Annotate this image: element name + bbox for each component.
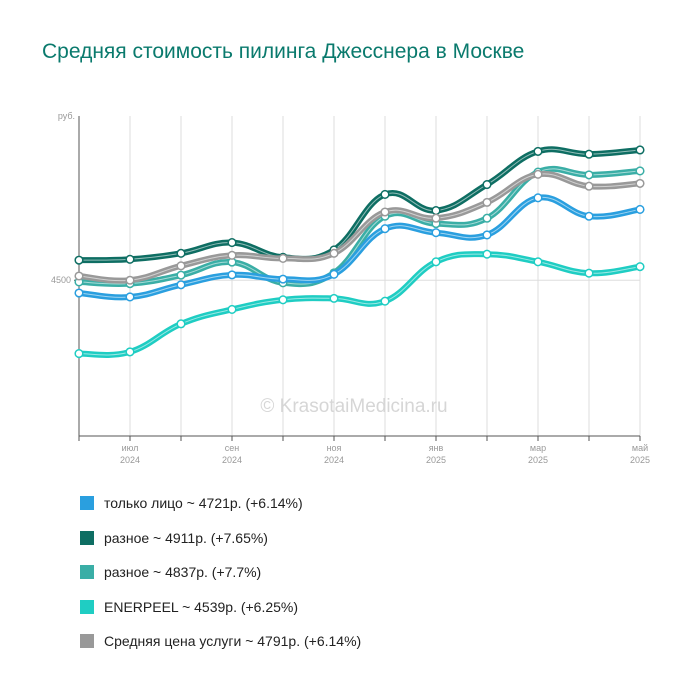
legend-label: разное ~ 4911р. (+7.65%) bbox=[104, 529, 268, 546]
data-point bbox=[176, 280, 186, 290]
x-tick-label-month: ноя bbox=[327, 443, 342, 453]
data-point bbox=[482, 197, 492, 207]
x-tick-label-year: 2024 bbox=[120, 455, 140, 465]
data-point bbox=[329, 248, 339, 258]
chart: © KrasotaiMedicina.ru руб. 4500 июл 2024 сен… bbox=[51, 111, 650, 465]
series-3 bbox=[74, 193, 645, 302]
legend-label: только лицо ~ 4721р. (+6.14%) bbox=[104, 495, 303, 512]
data-point bbox=[74, 271, 84, 281]
data-point bbox=[227, 238, 237, 248]
legend-item: разное ~ 4911р. (+7.65%) bbox=[80, 521, 361, 556]
data-point bbox=[482, 213, 492, 223]
data-point bbox=[176, 319, 186, 329]
data-point bbox=[329, 269, 339, 279]
legend-item: разное ~ 4837р. (+7.7%) bbox=[80, 555, 361, 590]
data-point bbox=[74, 349, 84, 359]
data-point bbox=[635, 204, 645, 215]
data-point bbox=[125, 254, 135, 264]
legend-item: Средняя цена услуги ~ 4791р. (+6.14%) bbox=[80, 624, 361, 659]
data-point bbox=[278, 274, 288, 284]
data-point bbox=[125, 292, 135, 302]
legend-swatch bbox=[80, 496, 94, 511]
data-point bbox=[584, 268, 594, 278]
legend: только лицо ~ 4721р. (+6.14%) разное ~ 49… bbox=[80, 486, 361, 659]
x-tick-label-year: 2024 bbox=[324, 455, 344, 465]
data-point bbox=[380, 224, 390, 234]
data-point bbox=[635, 178, 645, 188]
y-tick-label: 4500 bbox=[51, 275, 71, 285]
data-point bbox=[125, 275, 135, 285]
x-tick-label-year: 2025 bbox=[528, 455, 548, 465]
data-point bbox=[431, 213, 441, 223]
x-tick-label-year: 2024 bbox=[222, 455, 242, 465]
data-point bbox=[584, 211, 594, 221]
data-point bbox=[125, 347, 135, 357]
data-point bbox=[635, 166, 645, 176]
data-point bbox=[278, 295, 288, 305]
legend-item: только лицо ~ 4721р. (+6.14%) bbox=[80, 486, 361, 521]
data-point bbox=[533, 257, 543, 267]
data-point bbox=[482, 179, 492, 190]
data-point bbox=[380, 189, 390, 199]
data-point bbox=[431, 257, 441, 267]
data-point bbox=[278, 253, 288, 263]
series-2 bbox=[74, 169, 645, 285]
x-tick-label-month: июл bbox=[122, 443, 139, 453]
x-tick-label-month: май bbox=[632, 443, 648, 453]
legend-swatch bbox=[80, 565, 94, 580]
data-point bbox=[227, 304, 237, 314]
data-point bbox=[176, 248, 186, 258]
data-point bbox=[635, 145, 645, 155]
data-point bbox=[635, 262, 645, 272]
axes: руб. 4500 июл 2024 сен 2024 ноя 2024 янв 2025 мар 2… bbox=[51, 111, 650, 465]
data-point bbox=[584, 181, 594, 191]
legend-label: Средняя цена услуги ~ 4791р. (+6.14%) bbox=[104, 633, 362, 650]
data-point bbox=[584, 170, 594, 180]
data-point bbox=[533, 169, 543, 179]
legend-swatch bbox=[80, 530, 94, 545]
data-point bbox=[482, 230, 492, 240]
x-tick-label-month: сен bbox=[225, 443, 240, 453]
x-tick-label-year: 2025 bbox=[630, 455, 650, 465]
series-line bbox=[76, 194, 643, 301]
data-point bbox=[584, 149, 594, 159]
legend-label: ENERPEEL ~ 4539р. (+6.25%) bbox=[104, 598, 299, 615]
data-point bbox=[431, 228, 441, 238]
x-tick-label-year: 2025 bbox=[426, 455, 446, 465]
data-point bbox=[176, 270, 186, 280]
data-point bbox=[227, 250, 237, 260]
data-point bbox=[533, 193, 543, 203]
data-point bbox=[74, 255, 84, 265]
data-point bbox=[227, 270, 237, 280]
series-layer bbox=[74, 145, 645, 359]
legend-label: разное ~ 4837р. (+7.7%) bbox=[104, 564, 262, 581]
data-point bbox=[74, 288, 84, 298]
data-point bbox=[380, 296, 390, 306]
watermark: © KrasotaiMedicina.ru bbox=[260, 396, 447, 417]
legend-swatch bbox=[80, 634, 94, 649]
series-4 bbox=[74, 249, 645, 359]
data-point bbox=[533, 146, 543, 156]
y-axis-unit-label: руб. bbox=[58, 111, 75, 121]
data-point bbox=[482, 249, 492, 259]
data-point bbox=[431, 206, 441, 216]
legend-item: ENERPEEL ~ 4539р. (+6.25%) bbox=[80, 590, 361, 625]
data-point bbox=[176, 261, 186, 271]
x-tick-label-month: янв bbox=[429, 443, 444, 453]
x-tick-label-month: мар bbox=[530, 443, 546, 453]
data-point bbox=[329, 293, 339, 303]
legend-swatch bbox=[80, 599, 94, 614]
chart-title: Средняя стоимость пилинга Джесснера в Мо… bbox=[42, 40, 525, 63]
data-point bbox=[380, 207, 390, 217]
